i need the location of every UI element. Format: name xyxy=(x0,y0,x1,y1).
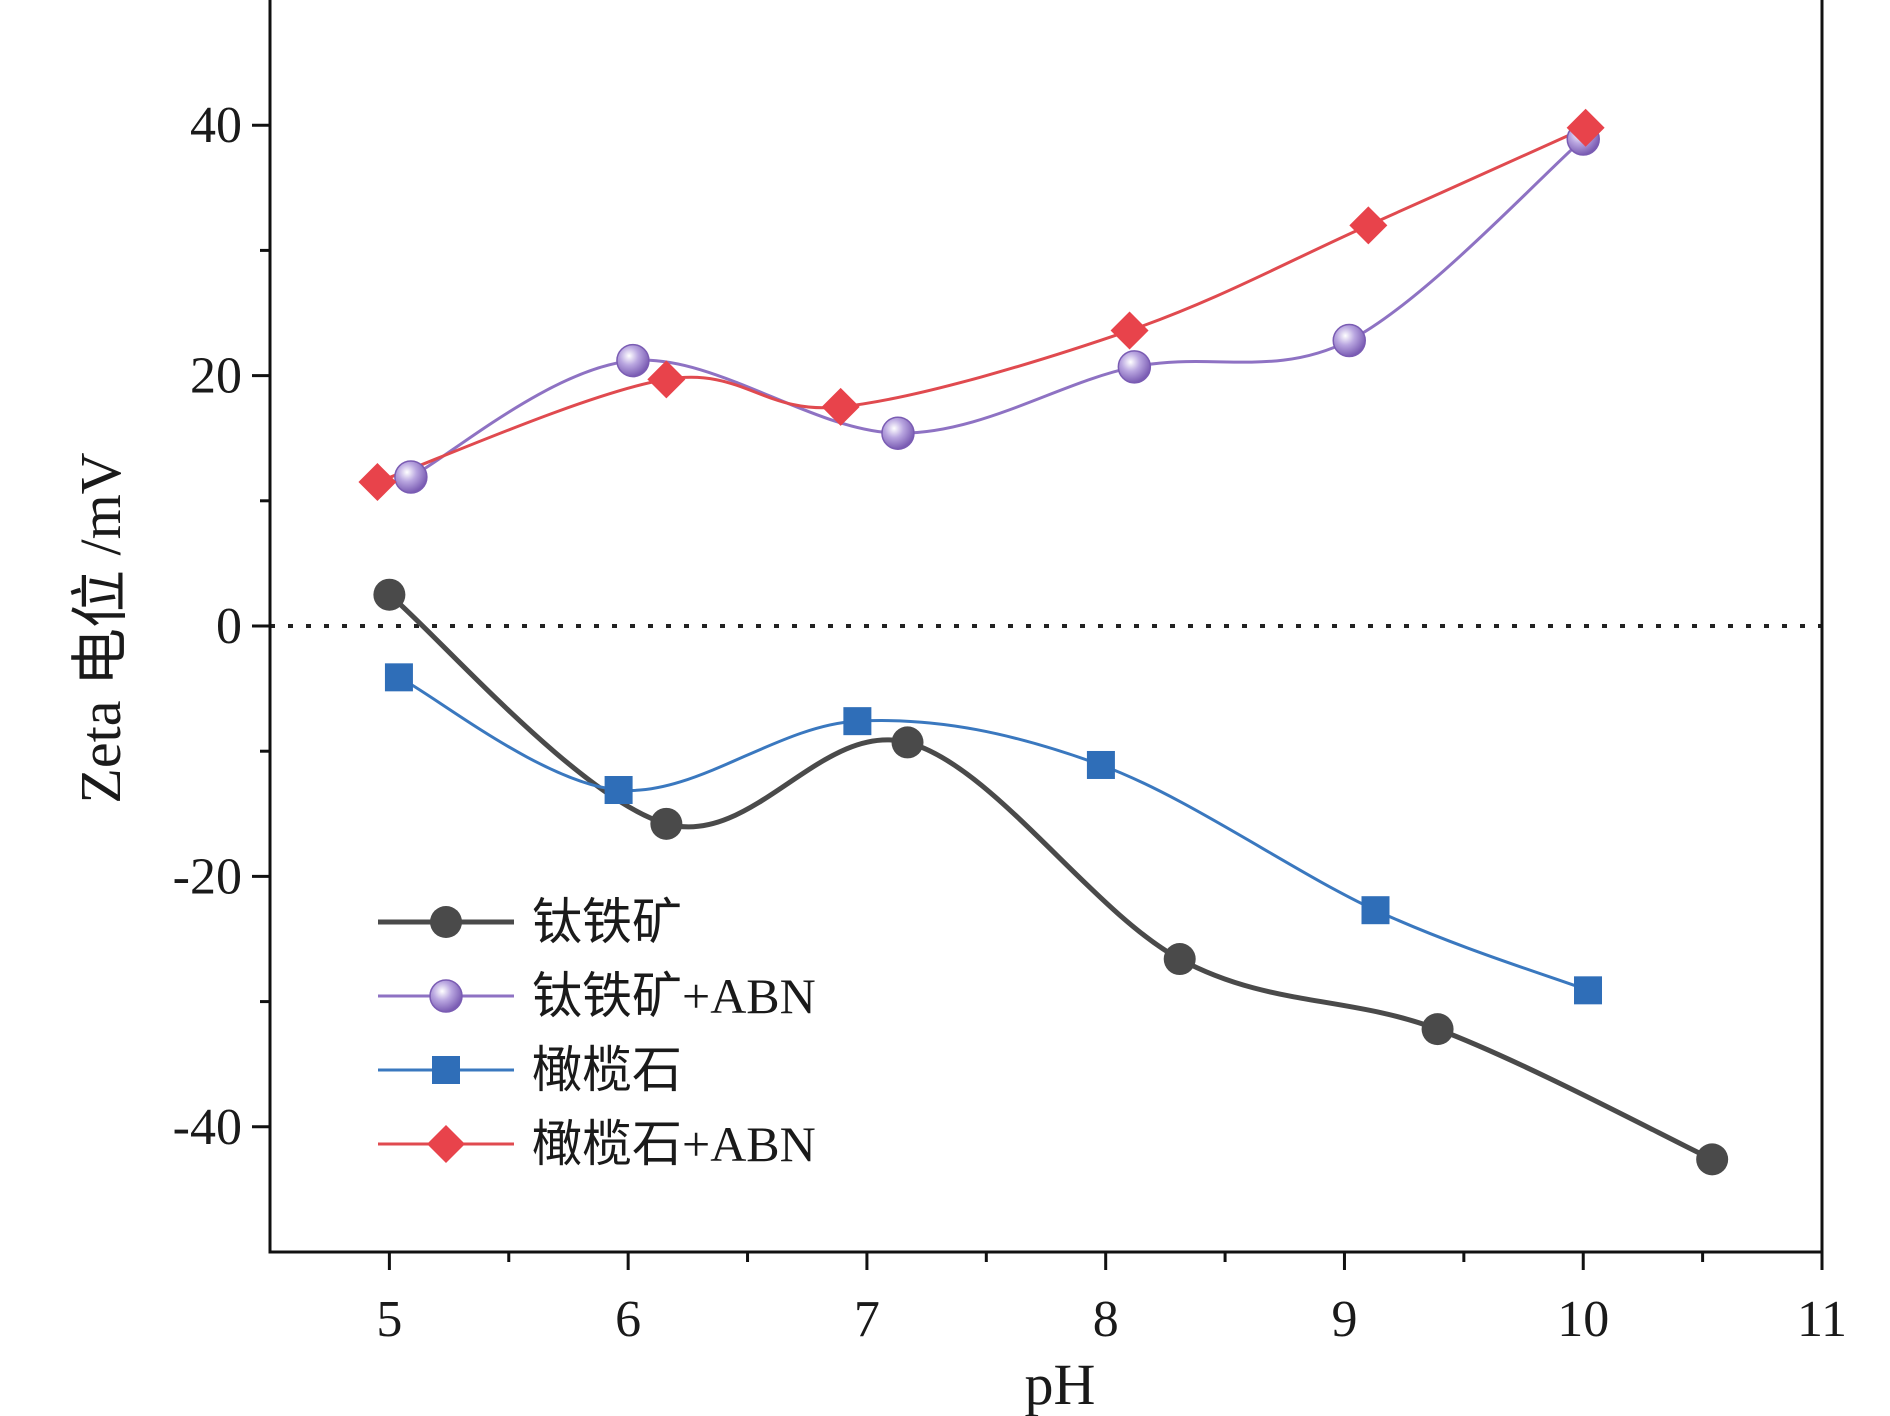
y-tick-label: 0 xyxy=(216,598,242,655)
axis-layer: 5 6 7 8 9 10 11 -40 -20 0 20 40 xyxy=(173,0,1847,1348)
data-point-s2-4 xyxy=(1117,350,1152,384)
data-point-s1-2 xyxy=(650,807,683,840)
data-point-s3-3 xyxy=(843,707,872,736)
legend-marker-2 xyxy=(429,979,463,1013)
data-point-s3-4 xyxy=(1086,750,1115,779)
data-point-s3-1 xyxy=(384,663,413,692)
x-tick-label: 8 xyxy=(1093,1291,1119,1348)
y-tick-label: 40 xyxy=(190,97,242,154)
legend-marker-4 xyxy=(427,1125,465,1163)
x-tick-label: 6 xyxy=(615,1291,641,1348)
series-line-4 xyxy=(376,126,1587,484)
data-point-s1-4 xyxy=(1163,943,1196,976)
data-point-s1-1 xyxy=(373,578,406,611)
y-tick-label: 20 xyxy=(190,348,242,405)
data-point-s1-5 xyxy=(1421,1013,1454,1046)
legend-label-4: 橄榄石+ABN xyxy=(532,1116,816,1172)
y-axis-title: Zeta 电位 /mV xyxy=(68,452,133,803)
data-point-s4-1 xyxy=(358,463,397,502)
plot-layer xyxy=(270,108,1822,1176)
legend-marker-1 xyxy=(430,906,462,938)
data-point-s4-2 xyxy=(647,360,686,399)
data-point-s2-3 xyxy=(881,416,915,450)
plot-frame xyxy=(268,0,1824,1254)
x-tick-label: 7 xyxy=(854,1291,880,1348)
data-point-s4-5 xyxy=(1349,206,1388,245)
data-point-s1-3 xyxy=(891,726,924,759)
data-point-s3-5 xyxy=(1361,896,1390,925)
data-point-s2-2 xyxy=(616,343,650,378)
data-point-s2-5 xyxy=(1332,323,1366,358)
x-tick-label: 9 xyxy=(1331,1291,1357,1348)
data-point-s4-3 xyxy=(821,387,860,426)
series-line-2 xyxy=(410,137,1585,479)
x-tick-label: 11 xyxy=(1797,1291,1847,1348)
x-tick-label: 10 xyxy=(1557,1291,1609,1348)
legend-label-3: 橄榄石 xyxy=(532,1042,682,1098)
y-tick-label: -20 xyxy=(173,848,242,905)
data-point-s4-6 xyxy=(1566,108,1605,147)
y-tick-label: -40 xyxy=(173,1099,242,1156)
series-line-3 xyxy=(398,675,1589,992)
data-point-s3-6 xyxy=(1574,976,1603,1005)
x-axis-title: pH xyxy=(1025,1352,1096,1416)
legend-label-2: 钛铁矿+ABN xyxy=(532,968,816,1024)
legend-marker-3 xyxy=(432,1056,460,1084)
legend-label-1: 钛铁矿 xyxy=(532,894,682,950)
x-tick-label: 5 xyxy=(376,1291,402,1348)
data-point-s1-6 xyxy=(1696,1143,1729,1176)
data-point-s3-2 xyxy=(604,776,633,805)
data-point-s2-1 xyxy=(394,460,428,494)
data-point-s4-4 xyxy=(1110,311,1149,350)
